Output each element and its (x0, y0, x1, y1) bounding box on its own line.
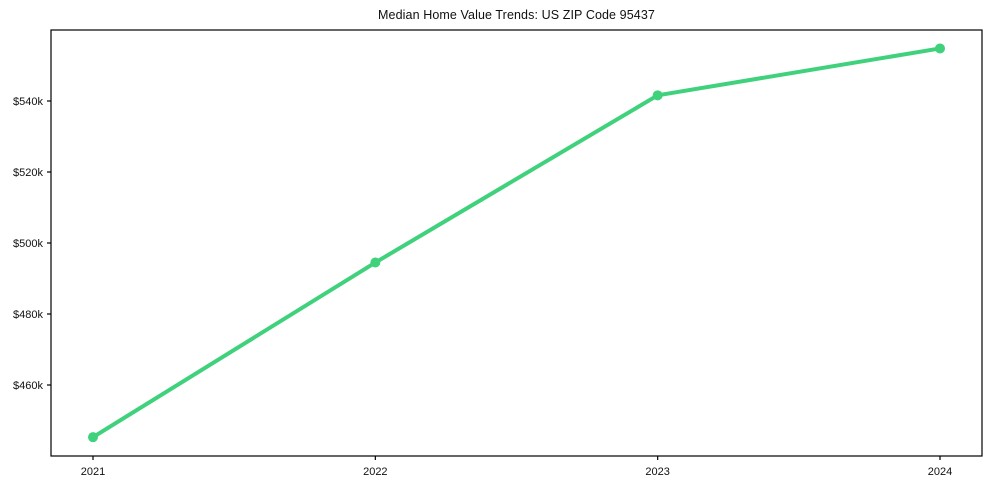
data-point-marker (370, 257, 381, 268)
chart-title: Median Home Value Trends: US ZIP Code 95… (378, 8, 655, 22)
plot-border (50, 29, 983, 457)
x-tick-label: 2023 (645, 466, 669, 478)
y-tick-label: $500k (13, 238, 43, 250)
y-tick-label: $480k (13, 309, 43, 321)
data-point-marker (652, 90, 663, 101)
y-tick-label: $540k (13, 96, 43, 108)
trend-line (91, 46, 942, 440)
y-tick-label: $520k (13, 167, 43, 179)
data-point-marker (935, 43, 945, 54)
x-tick-label: 2024 (928, 466, 952, 478)
x-tick-label: 2022 (363, 466, 387, 478)
x-tick-label: 2021 (81, 466, 105, 478)
y-tick-label: $460k (13, 380, 43, 392)
data-point-marker (88, 432, 98, 443)
